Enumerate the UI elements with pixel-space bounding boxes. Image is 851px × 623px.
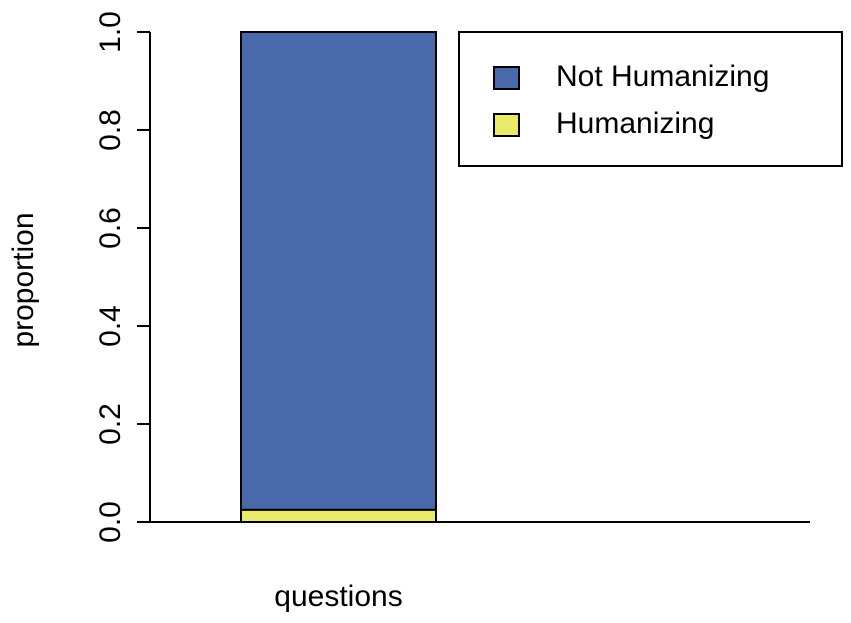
legend-label: Not Humanizing [556,60,769,93]
y-tick-label: 0.2 [94,403,127,445]
legend-swatch [493,113,520,137]
y-tick-label: 0.0 [94,501,127,543]
y-tick-label: 1.0 [94,11,127,53]
bar-segment [240,31,437,511]
y-axis-label: proportion [7,212,40,347]
y-tick-label: 0.4 [94,305,127,347]
y-tick-label: 0.6 [94,207,127,249]
x-tick-label: questions [274,580,402,613]
legend-swatch [493,66,520,90]
legend-label: Humanizing [556,107,714,140]
y-tick-label: 0.8 [94,109,127,151]
legend-box [458,31,843,167]
bar-segment [240,508,437,523]
